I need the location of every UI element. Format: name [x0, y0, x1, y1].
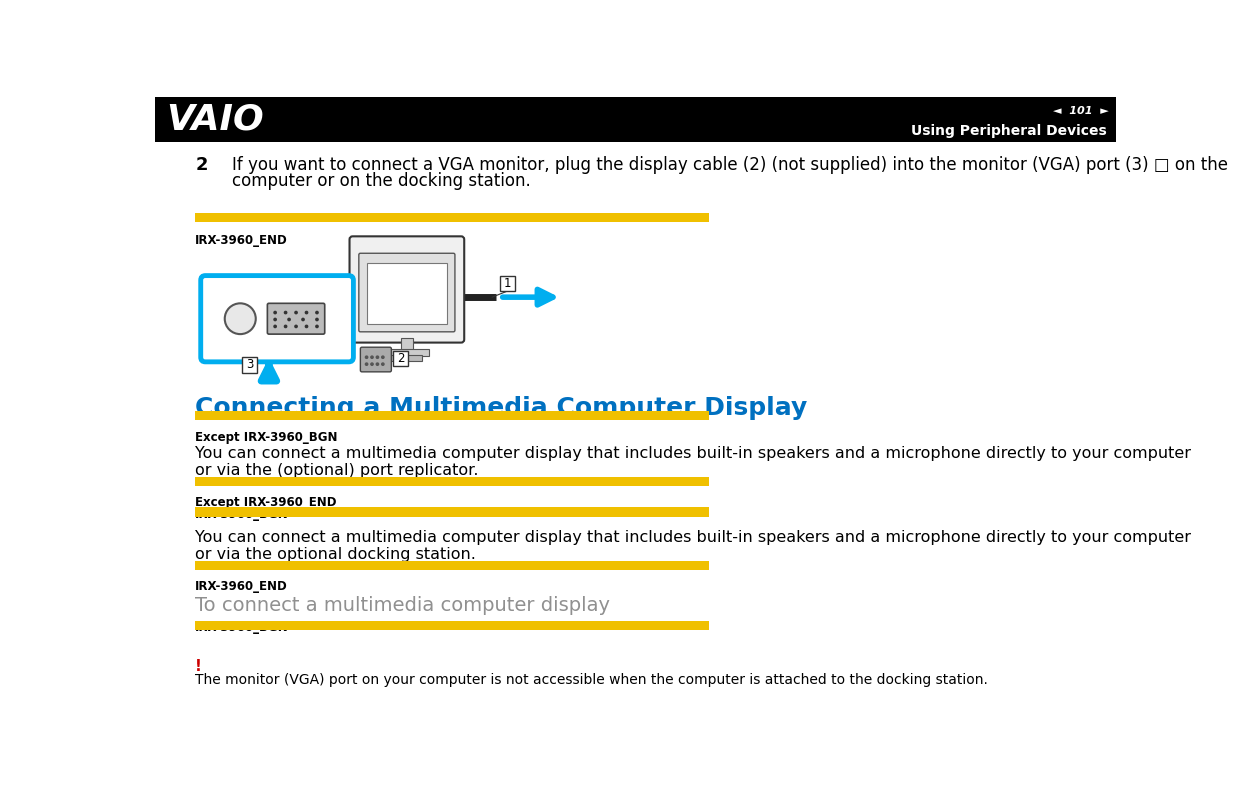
Circle shape: [295, 326, 298, 327]
Bar: [242, 357, 258, 372]
Circle shape: [224, 303, 255, 335]
Circle shape: [274, 311, 277, 314]
FancyBboxPatch shape: [268, 303, 325, 335]
Bar: [401, 338, 413, 351]
Text: Connecting a Multimedia Computer Display: Connecting a Multimedia Computer Display: [196, 396, 807, 419]
Circle shape: [371, 363, 373, 365]
Circle shape: [376, 356, 378, 359]
Circle shape: [376, 363, 378, 365]
Text: !: !: [196, 659, 202, 674]
Bar: [367, 263, 448, 324]
Text: Using Peripheral Devices: Using Peripheral Devices: [911, 124, 1107, 138]
Circle shape: [371, 356, 373, 359]
Text: You can connect a multimedia computer display that includes built-in speakers an: You can connect a multimedia computer di…: [196, 531, 1192, 545]
Text: If you want to connect a VGA monitor, plug the display cable (2) (not supplied) : If you want to connect a VGA monitor, pl…: [233, 156, 1229, 175]
FancyBboxPatch shape: [361, 347, 392, 372]
Text: IRX-3960_BGN: IRX-3960_BGN: [196, 508, 289, 521]
Text: To connect a multimedia computer display: To connect a multimedia computer display: [196, 596, 610, 615]
Text: IRX-3960_END: IRX-3960_END: [196, 580, 288, 593]
Circle shape: [284, 311, 286, 314]
Text: 1: 1: [503, 277, 511, 290]
Bar: [196, 621, 709, 629]
Text: or via the optional docking station.: or via the optional docking station.: [196, 547, 476, 562]
FancyBboxPatch shape: [201, 276, 353, 362]
Bar: [196, 213, 709, 222]
Text: You can connect a multimedia computer display that includes built-in speakers an: You can connect a multimedia computer di…: [196, 446, 1192, 461]
Circle shape: [382, 356, 384, 359]
Circle shape: [274, 326, 277, 327]
Circle shape: [295, 311, 298, 314]
Text: 2: 2: [196, 156, 208, 175]
Bar: [155, 97, 1116, 141]
Text: computer or on the docking station.: computer or on the docking station.: [233, 171, 531, 190]
Bar: [500, 276, 516, 291]
FancyBboxPatch shape: [350, 236, 464, 343]
Circle shape: [366, 363, 368, 365]
Bar: [393, 351, 408, 367]
Circle shape: [366, 356, 368, 359]
Text: IRX-3960_BGN: IRX-3960_BGN: [196, 621, 289, 633]
Text: Except IRX-3960_BGN: Except IRX-3960_BGN: [196, 431, 337, 444]
Bar: [196, 507, 709, 516]
Circle shape: [316, 311, 319, 314]
Circle shape: [382, 363, 384, 365]
Text: IRX-3960_END: IRX-3960_END: [196, 234, 288, 247]
Bar: [386, 349, 429, 356]
Circle shape: [288, 318, 290, 321]
Circle shape: [316, 326, 319, 327]
Circle shape: [305, 326, 308, 327]
Text: ◄  101  ►: ◄ 101 ►: [1053, 106, 1109, 116]
Bar: [196, 561, 709, 570]
Text: The monitor (VGA) port on your computer is not accessible when the computer is a: The monitor (VGA) port on your computer …: [196, 673, 988, 687]
Circle shape: [305, 311, 308, 314]
Text: 2: 2: [397, 352, 404, 365]
Text: or via the (optional) port replicator.: or via the (optional) port replicator.: [196, 463, 479, 478]
Circle shape: [274, 318, 277, 321]
Text: VAIO: VAIO: [166, 103, 264, 137]
Text: Except IRX-3960_END: Except IRX-3960_END: [196, 496, 337, 509]
Circle shape: [316, 318, 319, 321]
Bar: [196, 411, 709, 420]
Circle shape: [301, 318, 304, 321]
Circle shape: [284, 326, 286, 327]
Text: 3: 3: [246, 359, 253, 372]
Bar: [196, 477, 709, 486]
FancyBboxPatch shape: [358, 253, 455, 332]
Bar: [392, 355, 423, 361]
